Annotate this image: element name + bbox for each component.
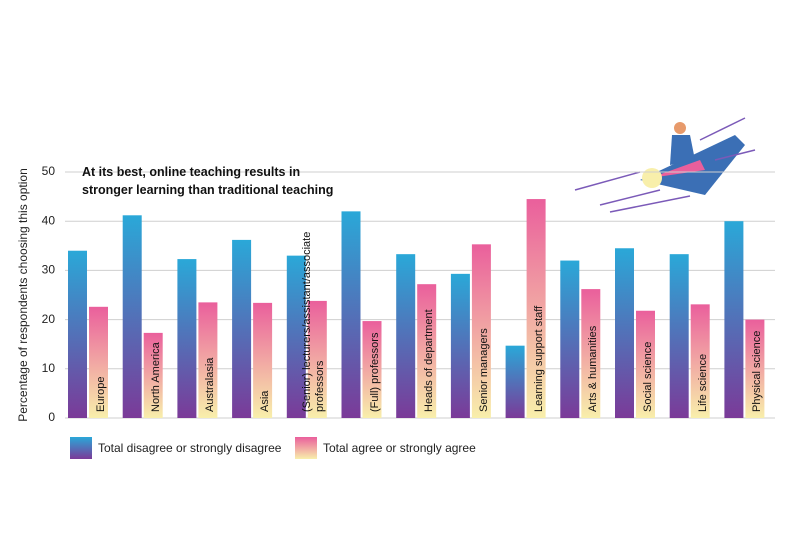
bar: [68, 250, 87, 418]
category-label: Social science: [642, 341, 654, 412]
category-label: Life science: [696, 353, 709, 412]
bar: [417, 284, 437, 418]
y-tick-label: 20: [42, 312, 56, 326]
bar: [122, 215, 142, 418]
bar: [505, 345, 525, 418]
y-axis-title: Percentage of respondents choosing this …: [16, 168, 30, 422]
y-tick-label: 40: [42, 213, 56, 227]
category-label: Senior managers: [477, 328, 490, 412]
y-tick-label: 30: [42, 263, 56, 277]
bar: [560, 260, 580, 418]
legend-label: Total agree or strongly agree: [323, 441, 476, 455]
category-label: North America: [149, 342, 162, 412]
bar: [362, 321, 382, 418]
bar: [198, 302, 218, 418]
bar: [471, 244, 491, 418]
bar: [450, 273, 470, 418]
bar: [286, 255, 306, 418]
category-label: Europe: [95, 376, 107, 412]
category-label: Learning support staff: [532, 305, 545, 412]
category-label: (Full) professors: [368, 332, 381, 412]
bar: [669, 254, 689, 418]
bar: [636, 310, 655, 418]
bar: [581, 289, 601, 418]
bar: [615, 248, 634, 418]
y-tick-label: 0: [48, 410, 55, 424]
bar: [89, 306, 108, 418]
rocket-illustration: [574, 117, 756, 213]
category-label: Heads of department: [423, 309, 436, 412]
category-label: Australasia: [204, 357, 217, 412]
legend-label: Total disagree or strongly disagree: [98, 441, 282, 455]
bar: [177, 259, 197, 418]
legend-swatch: [70, 437, 92, 459]
bar: [724, 221, 744, 418]
category-label: Asia: [259, 390, 272, 412]
bar: [396, 254, 416, 418]
bar: [143, 332, 163, 418]
category-label: Arts & humanities: [587, 325, 600, 412]
y-tick-label: 50: [42, 164, 56, 178]
bar: [526, 199, 546, 418]
bar: [307, 300, 327, 418]
bar: [232, 239, 252, 418]
y-tick-label: 10: [42, 361, 56, 375]
bar: [341, 211, 361, 418]
category-label: Physical science: [751, 330, 764, 412]
bar: [690, 304, 710, 418]
legend-swatch: [295, 437, 317, 459]
chart-title: At its best, online teaching results in …: [82, 165, 334, 197]
bar: [745, 319, 765, 418]
bar: [253, 302, 273, 418]
category-label: (Senior) lecturers/assistant/associate p…: [300, 231, 326, 412]
